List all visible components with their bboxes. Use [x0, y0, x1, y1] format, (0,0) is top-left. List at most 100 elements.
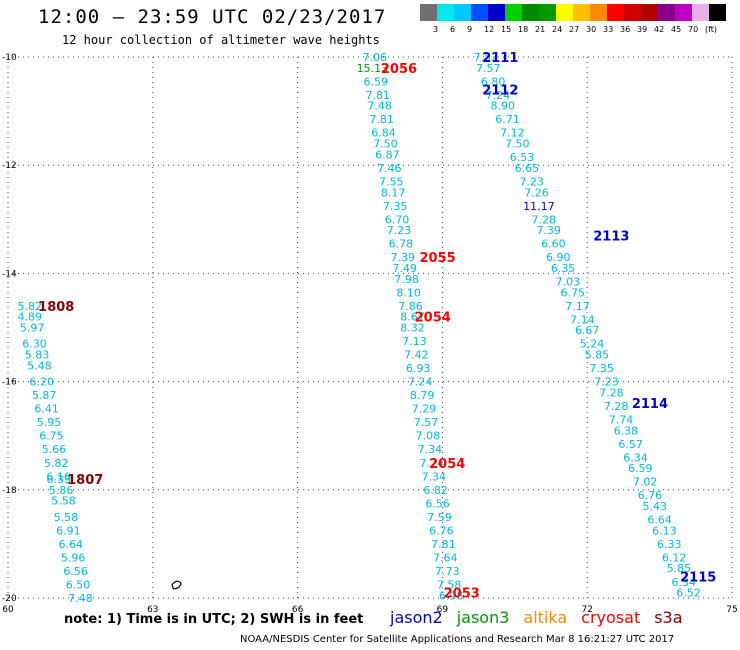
- color-scale-tick: 12: [484, 25, 495, 34]
- color-scale-swatch: [488, 4, 505, 21]
- color-scale-tick: 39: [637, 25, 648, 34]
- wave-height-value: 7.50: [373, 138, 398, 151]
- pass-time-label: 2054: [415, 311, 451, 326]
- color-scale-tick: 3: [433, 25, 439, 34]
- satellite-legend: jason2 jason3 altika cryosat s3a: [390, 608, 697, 627]
- wave-height-value: 7.34: [418, 443, 443, 456]
- wave-height-value: 7.59: [427, 511, 452, 524]
- color-scale-tick: 24: [552, 25, 563, 34]
- legend-item-jason3: jason3: [456, 608, 510, 627]
- wave-height-value: 6.98: [439, 589, 464, 602]
- wave-height-value: 6.59: [364, 75, 389, 88]
- y-tick-label: -16: [2, 378, 17, 388]
- wave-height-value: 8.79: [410, 389, 435, 402]
- wave-height-value: 5.85: [667, 562, 692, 575]
- wave-height-value: 6.16: [46, 470, 71, 483]
- color-scale-swatch: [471, 4, 488, 21]
- wave-height-value: 6.30: [22, 338, 47, 351]
- x-tick-label: 63: [147, 605, 158, 615]
- wave-height-value: 7.46: [377, 162, 402, 175]
- color-scale-swatch: [624, 4, 641, 21]
- wave-height-value: 6.33: [657, 538, 682, 551]
- pass-time-label: 2113: [593, 230, 629, 245]
- wave-height-value: 6.13: [652, 524, 677, 537]
- x-tick-label: 75: [726, 605, 737, 615]
- color-scale-tick: 21: [535, 25, 546, 34]
- wave-height-value: 6.76: [429, 524, 454, 537]
- pass-time-label: 2056: [381, 62, 417, 77]
- y-tick-label: -10: [2, 53, 17, 63]
- wave-height-value: 7.98: [394, 273, 419, 286]
- wave-height-value: 6.67: [575, 324, 600, 337]
- wave-height-value: 6.91: [56, 524, 81, 537]
- wave-height-value: 7.23: [594, 376, 619, 389]
- wave-height-value: 5.87: [32, 389, 57, 402]
- wave-height-value: 7.39: [536, 224, 561, 237]
- wave-height-value: 7.81: [365, 89, 390, 102]
- pass-time-label: 2111: [482, 51, 518, 66]
- wave-height-value: 7.42: [404, 349, 429, 362]
- legend-item-cryosat: cryosat: [581, 608, 641, 627]
- pass-time-label: 1808: [38, 300, 74, 315]
- wave-height-value: 7.74: [609, 413, 634, 426]
- color-scale-tick: 6: [450, 25, 456, 34]
- y-tick-label: -18: [2, 486, 17, 496]
- color-scale-swatch: [590, 4, 607, 21]
- wave-height-value: 7.02: [633, 476, 658, 489]
- wave-height-value: 7.29: [412, 403, 437, 416]
- color-scale-tick: 18: [518, 25, 529, 34]
- wave-height-value: 6.90: [546, 251, 571, 264]
- color-scale-swatch: [675, 4, 692, 21]
- color-scale-tick: 30: [586, 25, 597, 34]
- color-scale-swatch: [505, 4, 522, 21]
- wave-height-value: 7.58: [437, 578, 462, 591]
- wave-height-value: 5.95: [37, 416, 62, 429]
- wave-height-value: 7.13: [402, 335, 427, 348]
- wave-height-value: 5.66: [42, 443, 67, 456]
- color-scale-swatch: [437, 4, 454, 21]
- color-scale-swatch: [658, 4, 675, 21]
- wave-height-value: 11.17: [523, 200, 555, 213]
- color-scale-swatch: [641, 4, 658, 21]
- wave-height-value: 7.14: [570, 313, 595, 326]
- wave-height-value: 7.03: [556, 276, 581, 289]
- y-tick-label: -20: [2, 594, 17, 604]
- color-scale-swatch: [420, 4, 437, 21]
- wave-height-value: 6.34: [623, 451, 648, 464]
- wave-height-value: 6.34: [671, 576, 696, 589]
- wave-height-value: 6.53: [510, 151, 535, 164]
- y-tick-label: -14: [2, 269, 17, 279]
- wave-height-value: 7.12: [500, 127, 525, 140]
- wave-height-value: 7.81: [431, 538, 456, 551]
- legend-item-s3a: s3a: [654, 608, 683, 627]
- wave-height-value: 7.28: [599, 386, 624, 399]
- wave-height-value: 7.17: [565, 300, 590, 313]
- color-scale-tick: 9: [467, 25, 473, 34]
- wave-height-value: 7.86: [398, 300, 423, 313]
- color-scale-tick: 36: [620, 25, 631, 34]
- wave-height-value: 8.10: [396, 286, 421, 299]
- wave-height-value: 6.76: [638, 489, 663, 502]
- wave-height-value: 5.43: [643, 500, 668, 513]
- wave-height-value: 6.82: [423, 484, 448, 497]
- wave-height-value: 7.57: [414, 416, 439, 429]
- wave-height-value: 8.32: [400, 322, 425, 335]
- wave-height-value: 7.28: [604, 400, 629, 413]
- wave-height-value: 5.82: [44, 457, 69, 470]
- wave-height-value: 7.34: [421, 470, 446, 483]
- pass-time-label: 1807: [67, 473, 103, 488]
- island-outline: [171, 580, 182, 590]
- wave-height-value: 5.86: [49, 484, 74, 497]
- page-subtitle: 12 hour collection of altimeter wave hei…: [62, 33, 380, 47]
- pass-time-label: 2053: [444, 587, 480, 602]
- wave-height-value: 7.48: [68, 592, 93, 605]
- wave-height-value: 6.56: [63, 565, 88, 578]
- x-tick-label: 66: [292, 605, 304, 615]
- wave-height-value: 6.75: [560, 286, 585, 299]
- x-tick-label: 69: [437, 605, 449, 615]
- wave-height-value: 5.82: [17, 300, 42, 313]
- wave-height-value: 7.64: [433, 551, 458, 564]
- wave-height-value: 5.24: [580, 338, 605, 351]
- wave-height-value: 6.78: [389, 238, 414, 251]
